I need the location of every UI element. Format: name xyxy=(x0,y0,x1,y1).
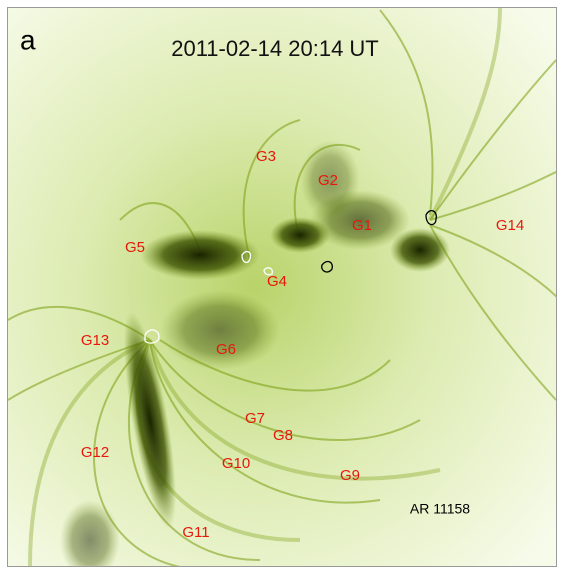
loop-label: G14 xyxy=(496,217,524,234)
solar-image: a 2011-02-14 20:14 UT AR 11158 G1 G2 G3 … xyxy=(0,0,564,571)
loop-label: G3 xyxy=(256,148,276,165)
loop-label: G5 xyxy=(125,239,145,256)
loop-label: G6 xyxy=(216,341,236,358)
region-label: AR 11158 xyxy=(410,501,470,517)
loop-label: G11 xyxy=(182,524,209,541)
loop-label: G9 xyxy=(340,467,360,484)
loop-label: G13 xyxy=(81,332,109,349)
loop-label: G2 xyxy=(318,172,338,189)
loop-label: G12 xyxy=(81,444,109,461)
page: a 2011-02-14 20:14 UT AR 11158 G1 G2 G3 … xyxy=(0,0,564,571)
loop-label: G8 xyxy=(273,427,293,444)
loop-label: G4 xyxy=(267,273,287,290)
loop-label: G1 xyxy=(352,217,372,234)
timestamp: 2011-02-14 20:14 UT xyxy=(171,36,379,61)
panel-label: a xyxy=(20,24,36,55)
loop-label: G10 xyxy=(222,455,250,472)
loop-label: G7 xyxy=(245,410,265,427)
